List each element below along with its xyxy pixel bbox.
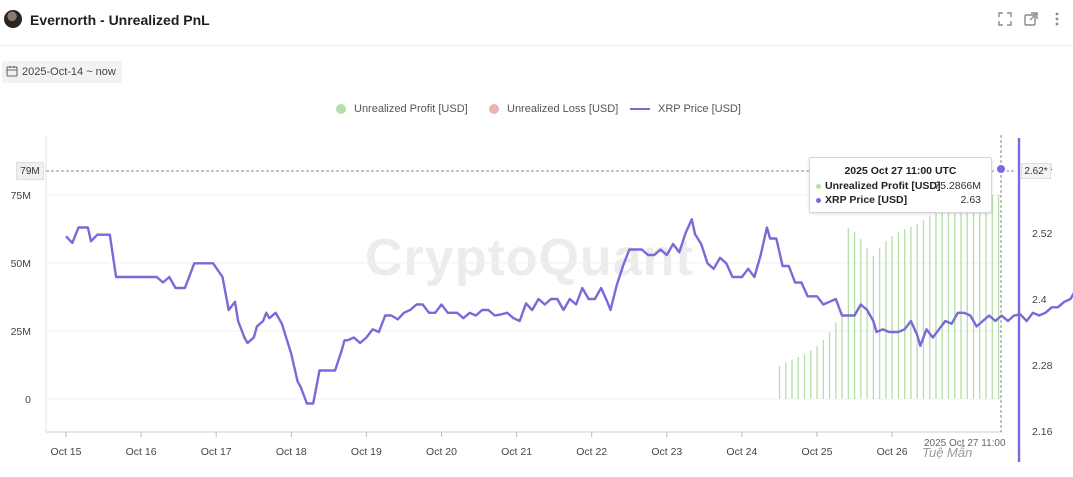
y-left-tick-label: 0 [25,394,31,406]
avatar [4,10,22,28]
x-tick-label: Oct 17 [201,446,232,458]
profit-bar [991,195,993,399]
profit-bar [778,366,781,399]
legend-swatch [630,108,650,110]
y-right-tick-label: 2.16 [1032,426,1053,438]
y-right-tick-label: 2.4 [1032,294,1047,306]
x-tick-label: Oct 18 [276,446,307,458]
profit-bar [941,201,943,399]
tooltip-swatch [816,197,821,203]
profit-bar [866,247,868,399]
profit-bar [835,322,837,399]
open-external-icon[interactable] [1023,11,1039,27]
crosshair-marker [995,163,1007,175]
tooltip-row-price: XRP Price [USD] [816,194,907,206]
x-tick-label: Oct 25 [802,446,833,458]
tooltip-swatch [816,183,821,189]
profit-bar [847,228,849,399]
x-tick-label: Oct 15 [51,446,82,458]
profit-bar [929,215,931,399]
x-tick-label: Oct 16 [126,446,157,458]
tooltip-row-profit: Unrealized Profit [USD] [816,180,941,192]
y-left-tick-label: 25M [11,326,31,338]
profit-bar [791,359,793,399]
profit-bar [947,192,950,399]
profit-bar [979,195,981,399]
profit-bar [960,195,962,399]
author-signature: Tuệ Mẫn [922,445,973,460]
y-right-tick-label: 2.52 [1032,228,1053,240]
legend-item-unrealized-profit[interactable]: Unrealized Profit [USD] [336,103,468,115]
legend-item-xrp-price[interactable]: XRP Price [USD] [630,103,741,115]
grid-lines [46,194,1002,400]
profit-bar [878,247,881,399]
profit-bar [816,346,818,399]
y-right-tick-label: 2.28 [1032,360,1053,372]
x-tick-label: Oct 26 [877,446,908,458]
profit-bar [885,240,887,399]
xrp-price-line [65,218,1073,405]
profit-bar [810,350,812,399]
price-line [65,218,1073,405]
fullscreen-icon[interactable] [997,11,1013,27]
profit-bar [860,239,862,399]
legend-item-unrealized-loss[interactable]: Unrealized Loss [USD] [489,103,618,115]
profit-bar [822,340,824,399]
tooltip-label: Unrealized Profit [USD] [825,180,941,192]
x-tick-label: Oct 19 [351,446,382,458]
profit-bar [972,195,975,399]
crosshair [46,135,1021,462]
watermark: CryptoQuant [365,229,694,287]
tooltip-label: XRP Price [USD] [825,194,908,206]
calendar-icon [6,65,18,80]
date-range-label: 2025-Oct-14 ~ now [22,66,116,78]
legend-swatch [489,104,499,114]
profit-bar [985,195,987,399]
profit-bar [797,356,799,399]
x-tick-label: Oct 20 [426,446,457,458]
crosshair-right-value: 2.62* [1021,163,1051,179]
profit-bar [916,223,918,399]
x-tick-label: Oct 22 [576,446,607,458]
profit-bar [891,235,893,399]
page-title: Evernorth - Unrealized PnL [30,12,210,28]
y-left-tick-label: 50M [11,258,31,270]
profit-bar [922,220,925,399]
profit-bar [897,232,900,399]
profit-bar [785,362,787,399]
crosshair-left-value: 79M [16,162,44,180]
chart-legend: Unrealized Profit [USD] Unrealized Loss … [0,103,1073,119]
legend-label: XRP Price [USD] [658,103,741,115]
legend-swatch [336,104,346,114]
profit-bar [935,209,937,399]
crosshair-x-value: 2025 Oct 27 11:00 [922,438,1008,449]
tooltip-title: 2025 Oct 27 11:00 UTC [844,165,957,177]
profit-bar [997,195,1000,399]
chart-header: Evernorth - Unrealized PnL [0,0,1073,46]
profit-bar [803,354,806,399]
more-vertical-icon[interactable] [1049,11,1065,27]
profit-bar [841,312,843,399]
x-tick-label: Oct 21 [501,446,532,458]
tooltip-value: 75.2866M [934,180,981,192]
profit-bar [904,229,906,399]
tooltip-value: 2.63 [960,194,981,206]
profit-bar [910,226,912,399]
chart-tooltip: 2025 Oct 27 11:00 UTC Unrealized Profit … [809,157,992,213]
profit-bar [954,181,956,399]
date-range-picker[interactable]: 2025-Oct-14 ~ now [2,61,122,83]
legend-label: Unrealized Loss [USD] [507,103,619,115]
x-tick-label: Oct 23 [651,446,682,458]
pnl-bars [778,181,1000,399]
x-tick-label: Oct 24 [726,446,757,458]
profit-bar [828,332,831,399]
profit-bar [872,255,875,399]
legend-label: Unrealized Profit [USD] [354,103,468,115]
header-actions [997,11,1065,27]
y-left-tick-label: 75M [11,190,31,202]
profit-bar [966,195,968,399]
